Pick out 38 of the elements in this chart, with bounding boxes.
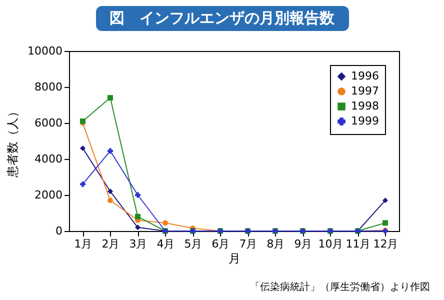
point	[108, 198, 113, 204]
x-tick-label: 11月	[346, 238, 371, 250]
x-tick-label: 8月	[266, 238, 285, 250]
x-axis-title: 月	[228, 252, 240, 266]
x-tick-label: 10月	[318, 238, 344, 250]
y-tick-label: 8000	[34, 80, 62, 94]
legend-label: 1996	[351, 70, 379, 82]
x-tick-label: 6月	[212, 238, 230, 250]
legend-label: 1998	[351, 100, 379, 112]
point	[108, 95, 113, 101]
point	[382, 220, 388, 226]
point	[108, 148, 113, 154]
point	[80, 145, 86, 151]
legend-label: 1997	[351, 84, 379, 98]
legend-label: 1999	[351, 114, 379, 128]
chart-title: 図 インフルエンザの月別報告数	[96, 6, 348, 31]
y-tick-label: 6000	[34, 116, 62, 130]
x-tick-label: 12月	[373, 238, 398, 250]
x-tick-label: 9月	[294, 238, 312, 250]
point	[382, 198, 388, 204]
point	[162, 220, 168, 226]
point	[135, 192, 140, 198]
x-tick-label: 1月	[74, 238, 92, 250]
point	[135, 214, 140, 220]
y-tick-label: 0	[56, 224, 62, 238]
point	[135, 224, 140, 230]
y-tick-label: 10000	[28, 44, 62, 58]
x-tick-label: 2月	[102, 238, 120, 250]
point	[80, 181, 86, 187]
y-tick-label: 4000	[34, 152, 62, 166]
x-tick-label: 3月	[129, 238, 148, 250]
y-axis-title: 患者数（人）	[6, 106, 20, 178]
text: 「伝染病統計」（厚生労働省）より作図	[250, 280, 430, 294]
y-tick-label: 2000	[34, 188, 62, 202]
x-tick-label: 7月	[239, 238, 258, 250]
x-tick-label: 4月	[156, 238, 175, 250]
point	[108, 188, 113, 194]
x-tick-label: 5月	[184, 238, 202, 250]
